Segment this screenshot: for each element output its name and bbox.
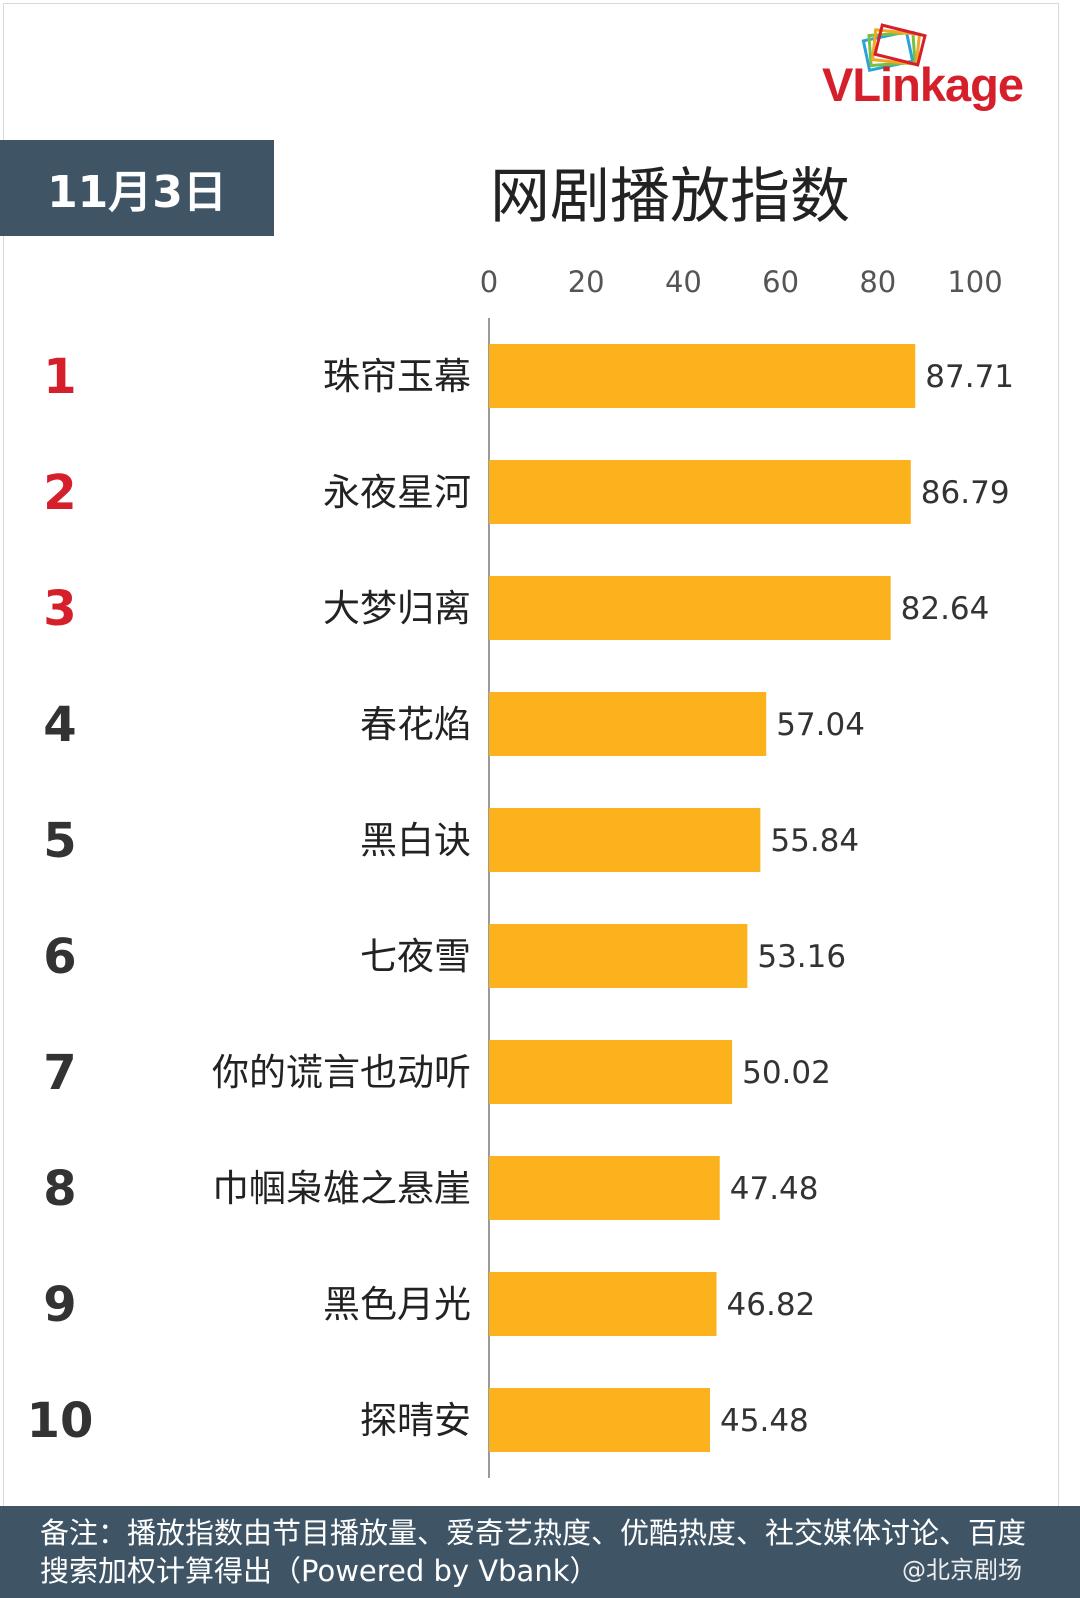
value-label: 82.64	[901, 591, 990, 627]
bar	[489, 1156, 720, 1220]
value-label: 53.16	[757, 939, 846, 975]
bar	[489, 1272, 717, 1336]
vlinkage-logo: VLinkage	[822, 22, 1072, 122]
bar	[489, 692, 767, 756]
category-label: 黑白诀	[360, 819, 471, 862]
category-label: 黑色月光	[323, 1283, 471, 1326]
rank-number: 10	[27, 1393, 94, 1449]
value-label: 86.79	[921, 475, 1010, 511]
logo-mark-icon	[861, 23, 927, 73]
bar	[489, 924, 748, 988]
value-label: 47.48	[730, 1171, 819, 1207]
category-label: 你的谎言也动听	[212, 1051, 471, 1094]
category-label: 七夜雪	[360, 935, 471, 978]
value-label: 46.82	[727, 1287, 816, 1323]
rank-number: 6	[43, 929, 76, 985]
bar	[489, 1040, 733, 1104]
value-label: 87.71	[925, 359, 1014, 395]
rank-number: 9	[43, 1277, 76, 1333]
bar	[489, 460, 911, 524]
chart-title: 网剧播放指数	[490, 162, 850, 232]
category-label: 巾帼枭雄之悬崖	[212, 1167, 471, 1210]
value-label: 57.04	[776, 707, 865, 743]
x-tick-label: 100	[947, 265, 1002, 299]
value-label: 50.02	[742, 1055, 831, 1091]
logo-text: VLinkage	[822, 58, 1024, 111]
bar	[489, 576, 891, 640]
bar	[489, 1388, 711, 1452]
x-tick-label: 20	[568, 265, 605, 299]
watermark: @北京剧场	[902, 1556, 1022, 1584]
bar-chart: 0 20 40 60 80 100 1 珠帘玉幕 87.71 2 永夜星河 86.79 3 大梦归离 82.…	[27, 265, 1014, 1478]
rank-number: 3	[43, 581, 76, 637]
rank-number: 5	[43, 813, 76, 869]
category-label: 春花焰	[360, 703, 471, 746]
category-label: 永夜星河	[323, 471, 471, 514]
rank-number: 8	[43, 1161, 76, 1217]
value-label: 45.48	[720, 1403, 809, 1439]
rank-number: 2	[43, 465, 76, 521]
footnote: 备注：播放指数由节目播放量、爱奇艺热度、优酷热度、社交媒体讨论、百度搜索加权计算…	[0, 1506, 1080, 1598]
category-label: 珠帘玉幕	[323, 355, 471, 398]
rank-number: 1	[43, 349, 76, 405]
x-tick-label: 0	[480, 265, 498, 299]
x-tick-label: 80	[859, 265, 896, 299]
bar	[489, 808, 761, 872]
x-tick-label: 60	[762, 265, 799, 299]
x-tick-label: 40	[665, 265, 702, 299]
category-label: 探晴安	[360, 1399, 471, 1442]
value-label: 55.84	[770, 823, 859, 859]
date-badge: 11月3日	[0, 140, 274, 236]
rank-number: 4	[43, 697, 76, 753]
rank-number: 7	[43, 1045, 76, 1101]
category-label: 大梦归离	[323, 587, 471, 630]
bar	[489, 344, 916, 408]
